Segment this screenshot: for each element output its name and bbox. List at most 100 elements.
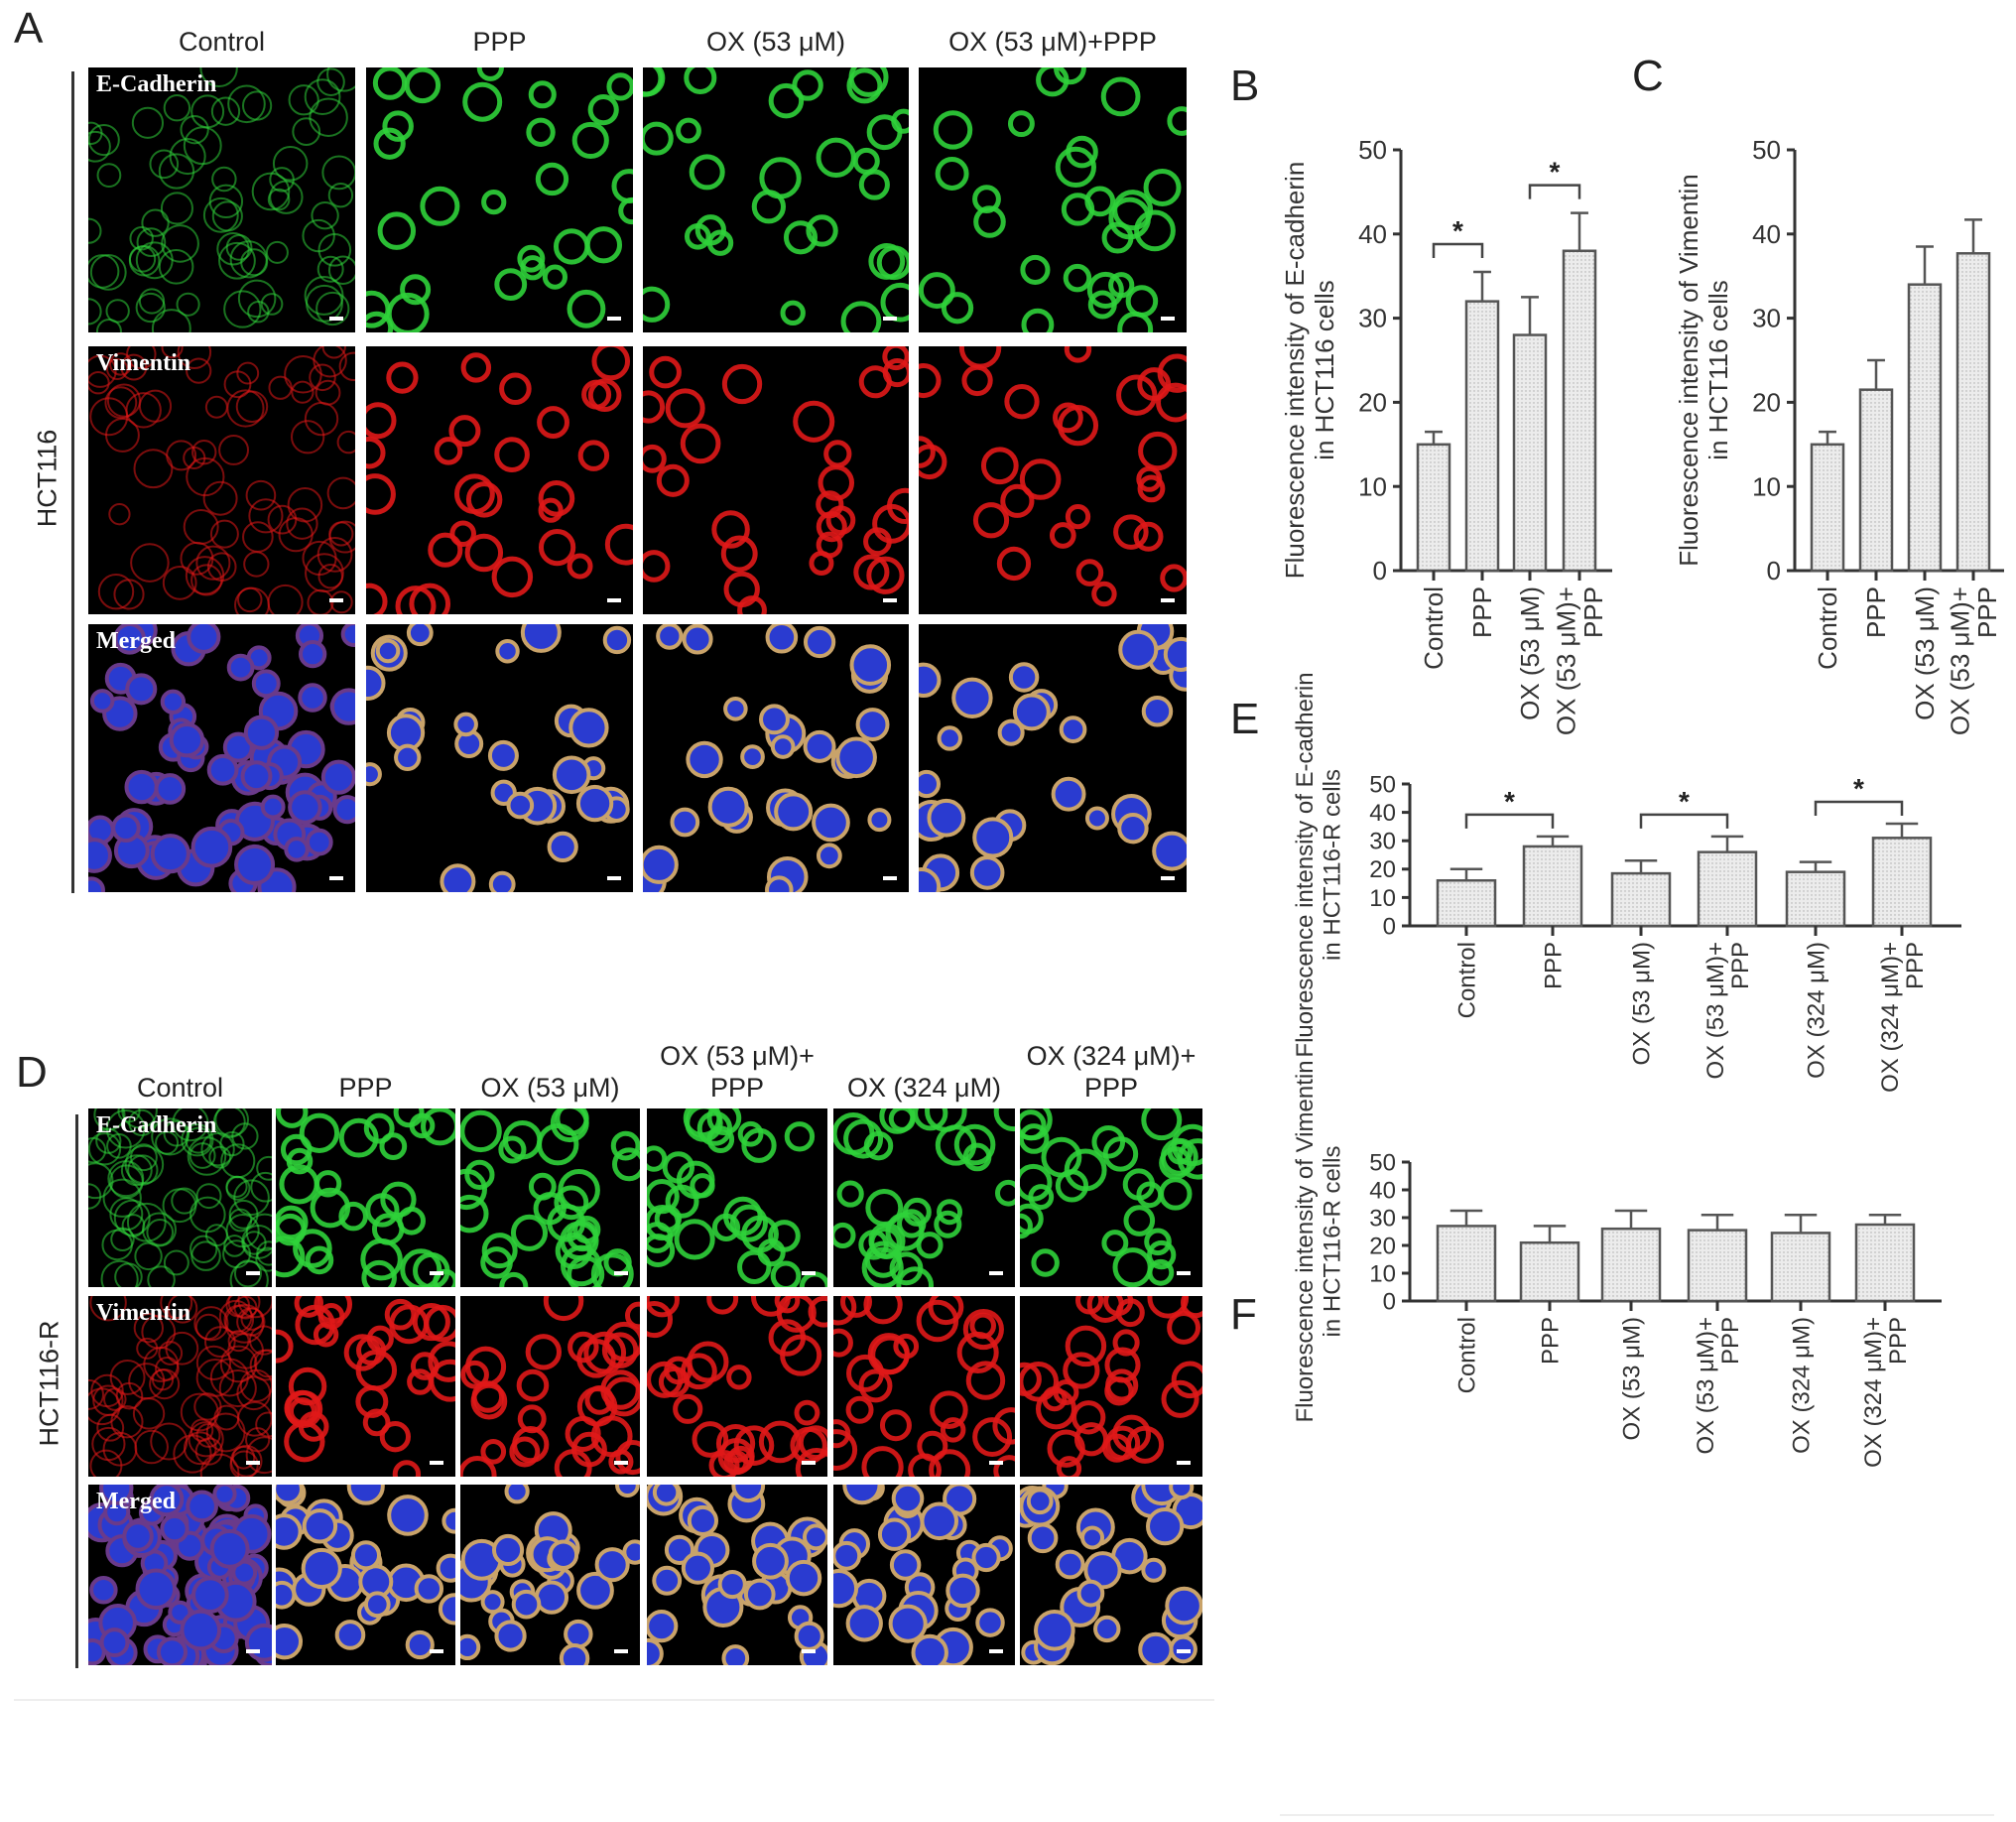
- x-tick-label: OX (324 μM): [1803, 942, 1829, 1079]
- scale-bar: [246, 1649, 260, 1653]
- scale-bar: [430, 1271, 443, 1275]
- y-axis-label: Fluorescence intensity of E-cadherinin H…: [1292, 672, 1346, 1057]
- micrograph-image: [643, 624, 909, 892]
- y-tick-label: 10: [1369, 1260, 1396, 1287]
- column-header: OX (53 μM)+ PPP: [660, 1041, 815, 1103]
- column-header: Control: [136, 1073, 224, 1103]
- column-header: OX (53 μM)+PPP: [948, 27, 1157, 57]
- micrograph-image: [276, 1296, 455, 1477]
- scale-bar: [1161, 598, 1175, 602]
- x-tick-label: OX (53 μM)+PPP: [1702, 942, 1754, 1080]
- micrograph-image: [833, 1108, 1015, 1287]
- micrograph-image: [366, 624, 633, 892]
- x-tick-label: Control: [1419, 586, 1449, 670]
- bar: [1436, 1225, 1497, 1303]
- significance-bracket: [1639, 813, 1729, 829]
- bar: [1854, 1223, 1916, 1303]
- stain-label: Vimentin: [96, 1300, 191, 1326]
- scale-bar: [802, 1461, 816, 1465]
- scale-bar: [883, 598, 897, 602]
- y-tick-label: 40: [1358, 219, 1387, 249]
- micrograph-image: [276, 1485, 455, 1665]
- y-tick-label: 40: [1369, 1177, 1396, 1204]
- x-tick-label: Control: [1453, 1317, 1480, 1393]
- micrograph-image: [643, 67, 909, 332]
- scale-bar: [989, 1461, 1003, 1465]
- stain-label: E-Cadherin: [96, 1112, 217, 1138]
- scale-bar: [1177, 1271, 1191, 1275]
- panel-label-c: C: [1632, 52, 1664, 100]
- x-tick-label: OX (53 μM): [1618, 1317, 1645, 1441]
- micrograph-image: [919, 346, 1187, 614]
- micrograph-image: E-Cadherin: [88, 1108, 272, 1287]
- y-axis-label-line: Fluorescence intensity of Vimentin: [1674, 174, 1703, 567]
- y-tick-label: 10: [1358, 471, 1387, 501]
- scale-bar: [430, 1649, 443, 1653]
- scale-bar: [1177, 1649, 1191, 1653]
- x-tick-label: OX (53 μM)+PPP: [1551, 586, 1607, 735]
- y-axis-label: Fluorescence intensity of Vimentinin HCT…: [1292, 1060, 1346, 1422]
- bar: [1562, 249, 1597, 573]
- y-tick-label: 10: [1369, 885, 1396, 912]
- micrograph-image: [460, 1485, 640, 1665]
- x-tick-label: OX (53 μM)+PPP: [1945, 586, 2001, 735]
- bar: [1522, 845, 1583, 928]
- panel-label-f: F: [1230, 1290, 1257, 1339]
- y-tick-label: 0: [1373, 556, 1387, 586]
- y-axis-label-line: in HCT116-R cells: [1320, 769, 1346, 961]
- y-tick-label: 50: [1358, 135, 1387, 165]
- x-tick-label: OX (53 μM): [1515, 586, 1545, 720]
- significance-star: *: [1550, 157, 1561, 188]
- y-tick-label: 50: [1369, 1149, 1396, 1176]
- x-tick-label: OX (324 μM)+PPP: [1877, 942, 1929, 1093]
- y-axis-label-line: Fluorescence intensity of E-cadherin: [1280, 162, 1310, 580]
- scale-bar: [1161, 317, 1175, 321]
- y-tick-label: 40: [1752, 219, 1781, 249]
- x-tick-label-line: Control: [1453, 1317, 1480, 1393]
- y-tick-label: 20: [1358, 388, 1387, 418]
- x-tick-label-line: OX (324 μM): [1803, 942, 1829, 1079]
- row-group-bracket: [71, 71, 74, 893]
- significance-star: *: [1679, 786, 1690, 817]
- micrograph-image: E-Cadherin: [88, 67, 355, 332]
- y-axis-label-line: Fluorescence intensity of Vimentin: [1292, 1060, 1319, 1422]
- x-tick-label-line: Control: [1813, 586, 1842, 670]
- micrograph-image: [1020, 1485, 1202, 1665]
- stain-label: Merged: [96, 1489, 176, 1514]
- x-tick-label-line: PPP: [1861, 586, 1891, 638]
- x-tick-label-line: OX (324 μM)+: [1877, 942, 1904, 1093]
- bar: [1770, 1232, 1831, 1303]
- y-tick-label: 0: [1767, 556, 1781, 586]
- y-tick-label: 20: [1369, 1233, 1396, 1259]
- y-axis-label: Fluorescence intensity of Vimentinin HCT…: [1674, 174, 1733, 567]
- column-header: OX (53 μM): [705, 27, 846, 57]
- x-tick-label-line: PPP: [1885, 1317, 1912, 1365]
- column-header: PPP: [472, 27, 527, 57]
- scale-bar: [246, 1461, 260, 1465]
- micrograph-image: Merged: [88, 624, 355, 892]
- x-tick-label-line: OX (53 μM)+: [1693, 1317, 1719, 1455]
- stain-label: Merged: [96, 628, 176, 654]
- x-tick-label-line: PPP: [1972, 586, 2002, 638]
- micrograph-image: [919, 624, 1187, 892]
- scale-bar: [802, 1649, 816, 1653]
- scale-bar: [883, 317, 897, 321]
- stain-label: Vimentin: [96, 350, 191, 376]
- bar: [1464, 300, 1500, 573]
- divider: [14, 1699, 1214, 1701]
- y-axis-label-line: in HCT116-R cells: [1320, 1146, 1346, 1338]
- micrograph-image: Vimentin: [88, 346, 355, 614]
- bar: [1697, 850, 1758, 928]
- bar: [1785, 870, 1846, 928]
- significance-bracket: [1528, 184, 1581, 199]
- y-tick-label: 20: [1369, 856, 1396, 883]
- bar: [1907, 283, 1943, 573]
- x-tick-label-line: OX (53 μM)+: [1702, 942, 1729, 1080]
- x-tick-label: PPP: [1467, 586, 1497, 638]
- scale-bar: [607, 598, 621, 602]
- y-axis-label-line: in HCT116 cells: [1703, 280, 1733, 460]
- x-tick-label: OX (324 μM): [1788, 1317, 1815, 1454]
- bar: [1955, 252, 1991, 573]
